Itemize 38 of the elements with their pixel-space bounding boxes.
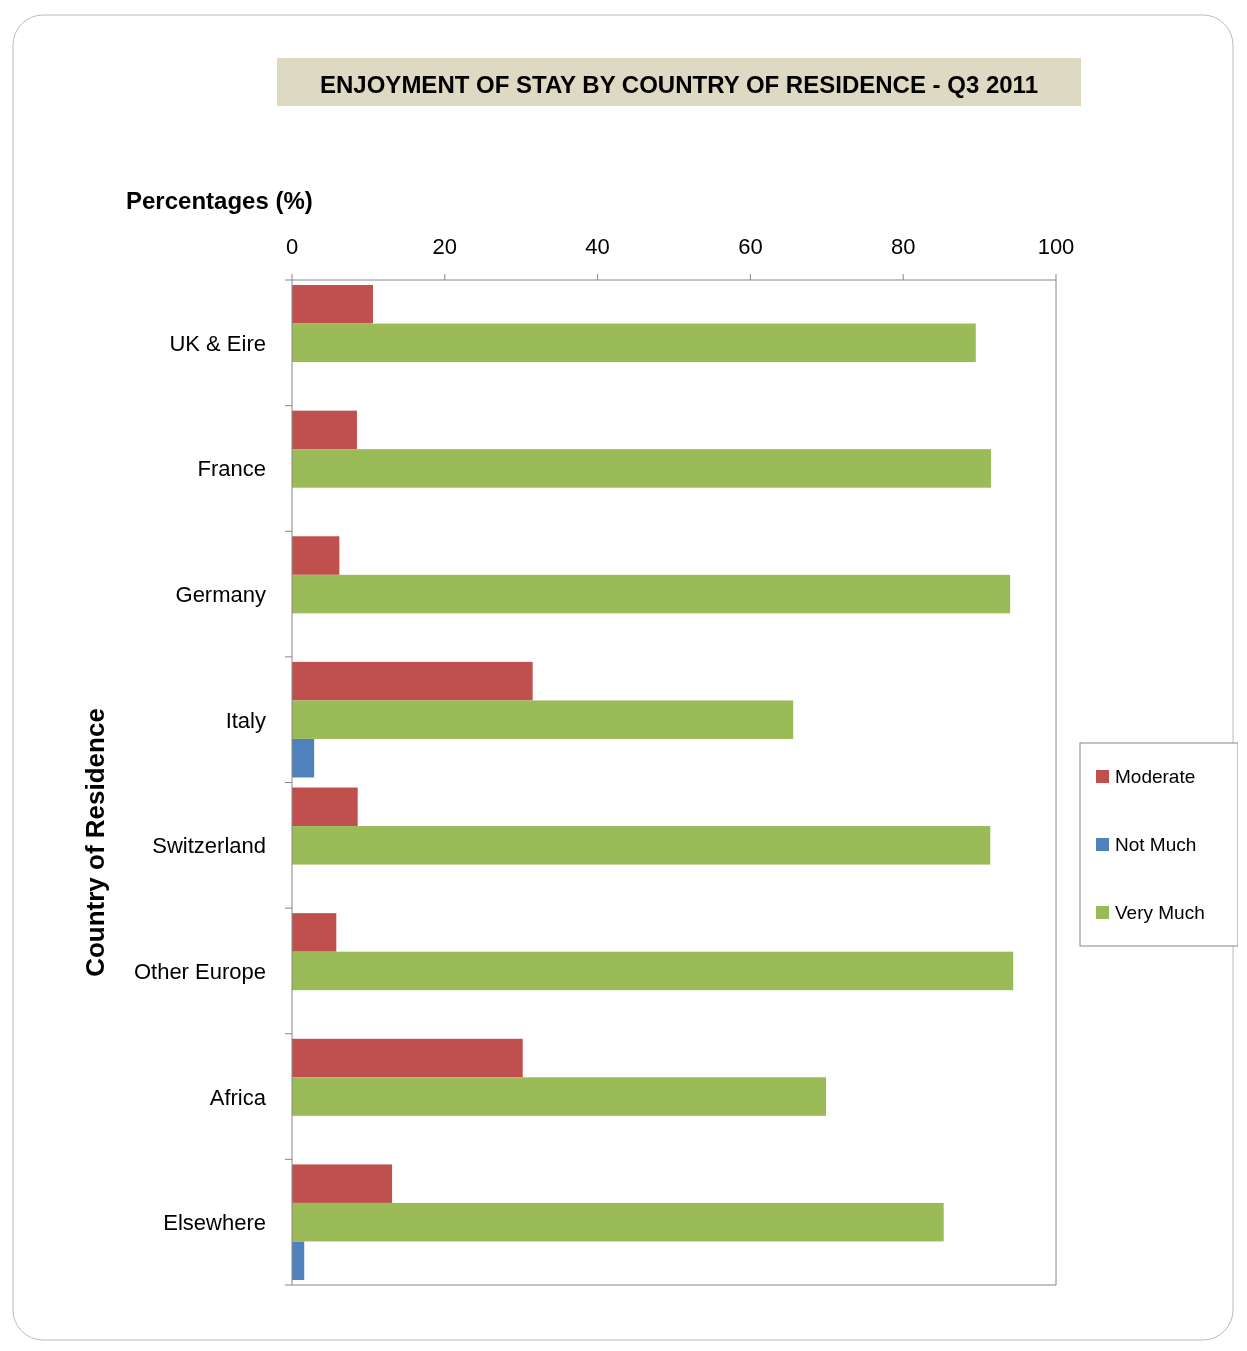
bar	[292, 787, 358, 827]
bar	[292, 913, 337, 952]
bar	[292, 536, 340, 575]
y-tick-label: UK & Eire	[169, 330, 266, 356]
bar	[292, 285, 373, 324]
x-tick-label: 60	[738, 234, 763, 259]
bar	[292, 323, 976, 363]
bar	[292, 574, 1011, 614]
y-axis-title: Country of Residence	[80, 708, 110, 977]
bar	[292, 700, 794, 739]
bar	[292, 951, 1014, 991]
bar	[292, 1077, 827, 1116]
bar	[292, 1038, 523, 1078]
y-tick-label: Other Europe	[133, 958, 266, 984]
chart-title: ENJOYMENT OF STAY BY COUNTRY OF RESIDENCE - Q3 2011	[320, 71, 1038, 98]
y-tick-label: Germany	[175, 582, 266, 608]
legend-label: Moderate	[1115, 766, 1196, 787]
bar	[292, 410, 357, 450]
legend-label: Not Much	[1115, 834, 1197, 855]
bar	[292, 1202, 944, 1242]
y-tick-label: Elsewhere	[163, 1210, 266, 1236]
bar	[292, 826, 991, 865]
bar	[292, 449, 992, 488]
bar	[292, 1241, 305, 1280]
x-tick-label: 100	[1037, 234, 1075, 259]
legend-label: Very Much	[1115, 902, 1205, 923]
bar	[292, 1164, 393, 1203]
y-tick-label: Italy	[225, 707, 266, 733]
x-tick-label: 0	[285, 234, 299, 259]
x-tick-label: 20	[432, 234, 458, 259]
bar	[292, 661, 533, 701]
x-axis-title: Percentages (%)	[126, 187, 313, 214]
y-tick-label: Switzerland	[152, 833, 266, 859]
x-tick-label: 80	[890, 234, 916, 259]
x-tick-label: 40	[585, 234, 610, 259]
bar	[292, 738, 315, 778]
y-tick-label: Africa	[209, 1084, 267, 1110]
y-tick-label: France	[197, 456, 266, 482]
